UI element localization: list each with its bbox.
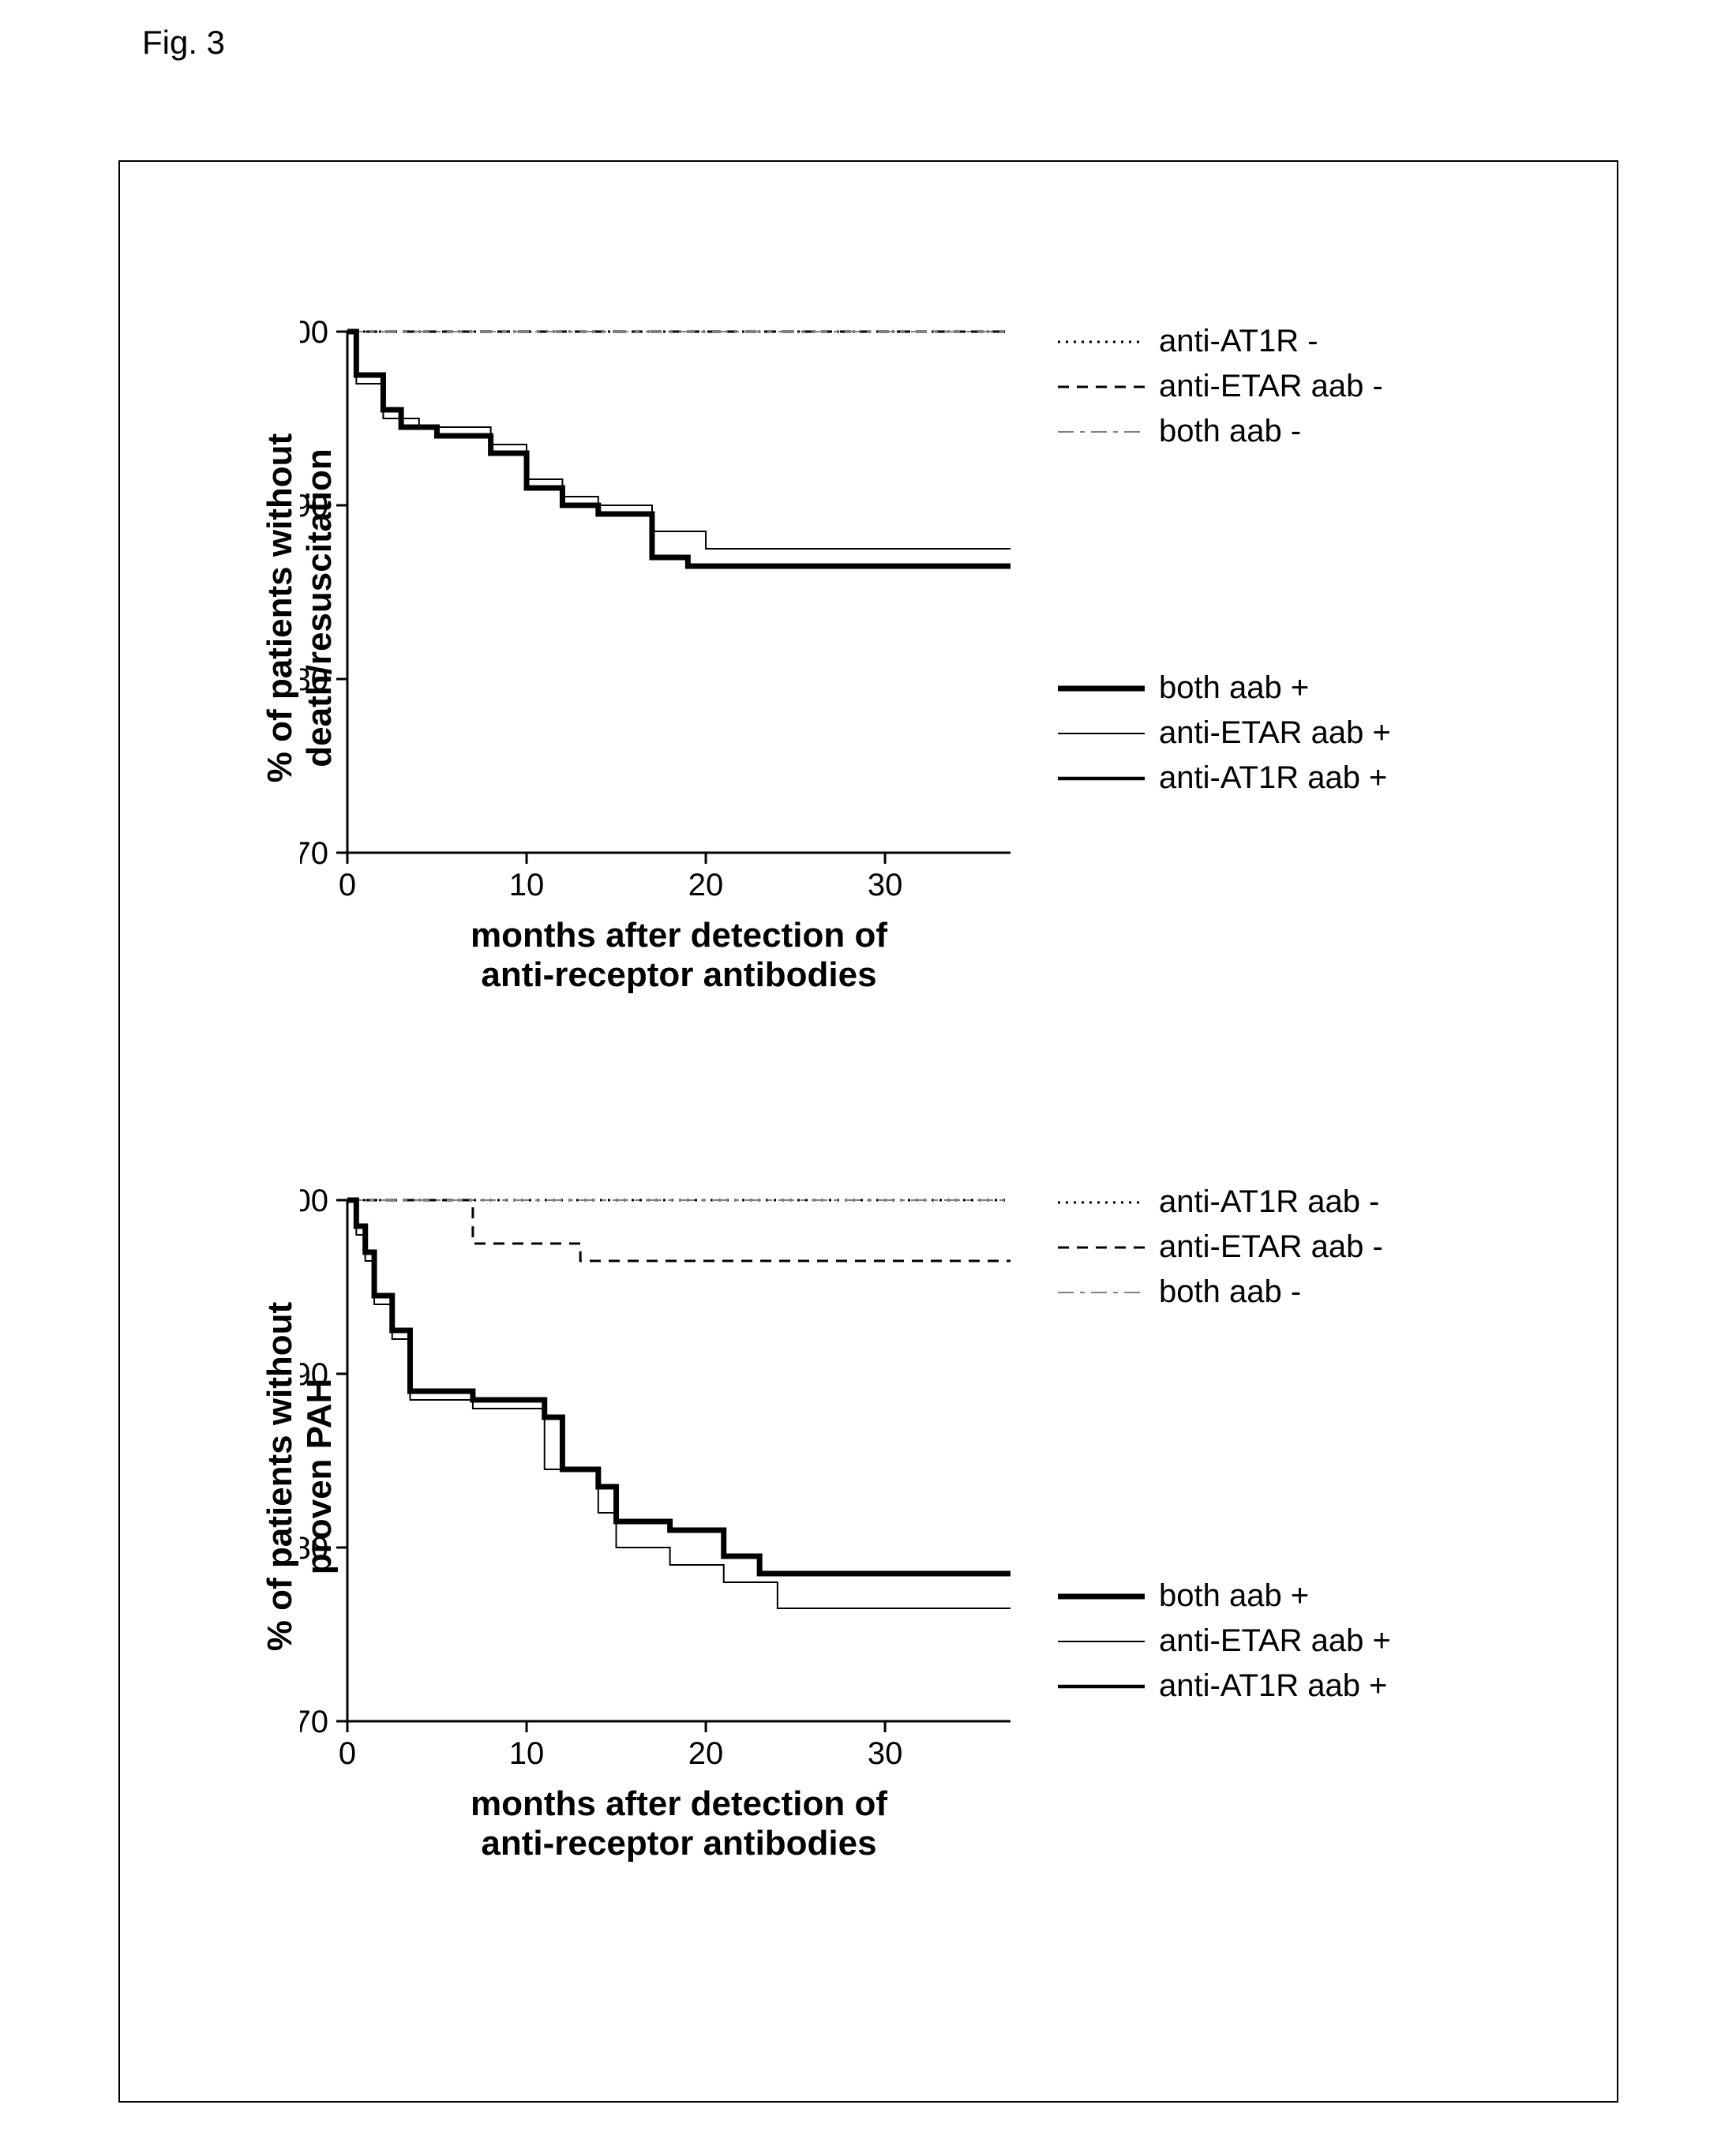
legend-swatch (1058, 763, 1145, 794)
legend-swatch (1058, 326, 1145, 358)
legend-swatch (1058, 673, 1145, 704)
svg-text:70: 70 (300, 1705, 328, 1739)
chart-top-ylabel: % of patients without death/resuscitatio… (261, 403, 339, 813)
chart-bottom-xlabel: months after detection of anti-receptor … (426, 1784, 932, 1863)
page: Fig. 3 7080901000102030 anti-AT1R -anti-… (0, 0, 1736, 2131)
legend-label: both aab - (1159, 1274, 1301, 1310)
svg-text:10: 10 (509, 868, 545, 900)
chart-top-plot: 7080901000102030 (300, 316, 1026, 900)
legend-label: anti-AT1R aab + (1159, 1668, 1387, 1704)
series-line (347, 1200, 1010, 1574)
chart-top: 7080901000102030 anti-AT1R -anti-ETAR aa… (300, 316, 1026, 900)
legend-item: anti-AT1R - (1058, 324, 1391, 359)
legend-group: anti-AT1R - anti-ETAR aab - both aab - (1058, 324, 1391, 449)
chart-top-xlabel: months after detection of anti-receptor … (426, 916, 932, 995)
svg-text:100: 100 (300, 1184, 328, 1218)
svg-text:20: 20 (688, 1736, 724, 1769)
legend-label: anti-ETAR aab - (1159, 369, 1383, 404)
legend-swatch (1058, 718, 1145, 749)
svg-text:30: 30 (868, 868, 903, 900)
legend-group: both aab + anti-ETAR aab + anti-AT1R aab + (1058, 670, 1391, 796)
legend-label: both aab - (1159, 414, 1301, 449)
svg-text:20: 20 (688, 868, 724, 900)
legend-swatch (1058, 1277, 1145, 1308)
legend-swatch (1058, 1187, 1145, 1218)
legend-swatch (1058, 1626, 1145, 1657)
chart-bottom-legend: anti-AT1R aab -anti-ETAR aab -both aab -… (1058, 1192, 1391, 1713)
series-line (347, 332, 1010, 549)
legend-item: anti-ETAR aab - (1058, 1229, 1391, 1265)
chart-bottom: 7080901000102030 anti-AT1R aab -anti-ETA… (300, 1184, 1026, 1769)
legend-item: both aab + (1058, 670, 1391, 706)
svg-text:100: 100 (300, 316, 328, 350)
legend-swatch (1058, 416, 1145, 448)
legend-group: anti-AT1R aab - anti-ETAR aab - both aab - (1058, 1184, 1391, 1310)
legend-label: both aab + (1159, 670, 1309, 706)
legend-label: anti-AT1R aab + (1159, 760, 1387, 796)
legend-label: anti-ETAR aab + (1159, 1623, 1391, 1659)
chart-bottom-plot: 7080901000102030 (300, 1184, 1026, 1769)
legend-label: anti-AT1R - (1159, 324, 1318, 359)
svg-text:70: 70 (300, 836, 328, 871)
legend-item: anti-AT1R aab + (1058, 1668, 1391, 1704)
legend-group: both aab + anti-ETAR aab + anti-AT1R aab + (1058, 1578, 1391, 1704)
legend-label: both aab + (1159, 1578, 1309, 1614)
chart-top-legend: anti-AT1R -anti-ETAR aab -both aab -both… (1058, 332, 1391, 805)
legend-swatch (1058, 371, 1145, 403)
svg-text:10: 10 (509, 1736, 545, 1769)
figure-label: Fig. 3 (142, 24, 225, 62)
legend-item: anti-ETAR aab - (1058, 369, 1391, 404)
legend-item: anti-ETAR aab + (1058, 715, 1391, 751)
svg-text:30: 30 (868, 1736, 903, 1769)
legend-item: anti-AT1R aab - (1058, 1184, 1391, 1220)
legend-item: both aab + (1058, 1578, 1391, 1614)
legend-label: anti-AT1R aab - (1159, 1184, 1379, 1220)
legend-label: anti-ETAR aab + (1159, 715, 1391, 751)
series-line (347, 1200, 1010, 1261)
legend-swatch (1058, 1232, 1145, 1263)
legend-swatch (1058, 1671, 1145, 1702)
legend-label: anti-ETAR aab - (1159, 1229, 1383, 1265)
svg-text:0: 0 (339, 868, 356, 900)
series-line (347, 1200, 1010, 1608)
chart-bottom-ylabel: % of patients without proven PAH (261, 1271, 339, 1682)
legend-swatch (1058, 1581, 1145, 1612)
legend-item: anti-AT1R aab + (1058, 760, 1391, 796)
legend-item: both aab - (1058, 1274, 1391, 1310)
legend-item: both aab - (1058, 414, 1391, 449)
series-line (347, 1200, 1010, 1574)
svg-text:0: 0 (339, 1736, 356, 1769)
legend-item: anti-ETAR aab + (1058, 1623, 1391, 1659)
